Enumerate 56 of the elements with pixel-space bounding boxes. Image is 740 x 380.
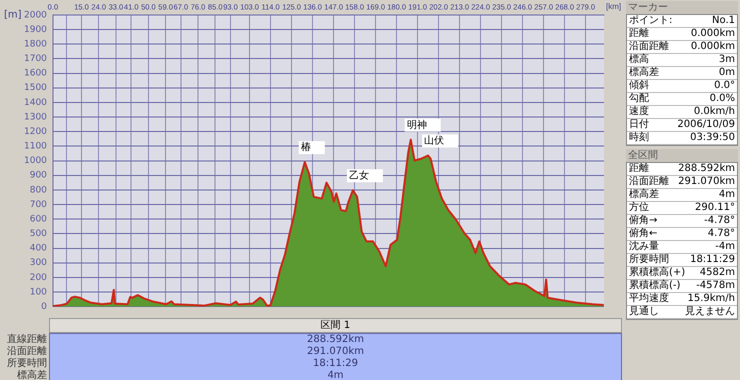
y-tick-label: 400	[30, 244, 48, 254]
text: 直線距離 288.592km	[7, 334, 364, 345]
text: 標高 3m	[629, 54, 735, 65]
y-tick-label: 1600	[24, 68, 48, 79]
text: 所要時間 18:11:29	[629, 254, 735, 265]
y-tick-label: 1500	[24, 83, 48, 94]
text: 距離 288.592km	[629, 163, 735, 174]
text: 標高差 4m	[629, 189, 735, 200]
annotation: 乙女	[348, 169, 369, 182]
text: 平均速度 15.9km/h	[629, 293, 735, 304]
text: 時刻 03:39:50	[629, 132, 735, 143]
y-tick-label: 100	[30, 287, 48, 298]
x-axis-title: [km]	[606, 2, 622, 12]
text: 沈み量 -4m	[629, 241, 735, 252]
annotation: 椿	[300, 141, 311, 154]
text: 沿面距離 0.000km	[629, 41, 735, 52]
text: 沿面距離 291.070km	[7, 346, 364, 357]
text: ポイント: No.1	[629, 15, 735, 26]
y-tick-label: 1100	[24, 142, 48, 152]
y-tick-label: 1400	[24, 98, 48, 108]
text: 沿面距離 291.070km	[629, 176, 735, 188]
y-tick-label: 800	[30, 185, 48, 196]
text: 日付 2006/10/09	[629, 119, 735, 130]
y-tick-label: 700	[30, 200, 48, 210]
text: 累積標高(+) 4582m	[629, 267, 735, 278]
text: 標高差 4m	[17, 370, 344, 380]
text: 俯角← 4.78°	[629, 228, 735, 239]
text: 所要時間 18:11:29	[7, 358, 358, 369]
y-tick-label: 200	[30, 272, 48, 283]
text: 区間 1	[49, 318, 622, 333]
annotation: 明神	[406, 118, 427, 131]
text: 距離 0.000km	[629, 28, 735, 39]
y-tick-label: 1200	[24, 126, 48, 137]
y-tick-label: 0	[41, 302, 48, 312]
y-tick-label: 300	[30, 258, 48, 268]
y-tick-label: 1300	[24, 112, 48, 122]
text: 全区間	[626, 149, 738, 162]
text: 見通し 見えません	[629, 306, 735, 317]
y-tick-label: 600	[30, 214, 48, 224]
text: 俯角→ -4.78°	[629, 215, 735, 226]
y-tick-label: 1000	[24, 156, 48, 166]
y-tick-label: 1700	[24, 54, 48, 64]
text: 傾斜 0.0°	[629, 80, 735, 91]
annotation: 山伏	[424, 134, 444, 147]
y-tick-label: 2000	[24, 10, 48, 20]
text: マーカー	[626, 1, 738, 14]
text: 方位 290.11°	[629, 202, 735, 213]
text: 勾配 0.0%	[629, 93, 735, 104]
y-tick-label: 1900	[24, 24, 48, 35]
y-axis-title: [m]	[4, 10, 22, 21]
text: 速度 0.0km/h	[629, 106, 735, 117]
text: 累積標高(-) -4578m	[629, 280, 735, 291]
y-tick-label: 1800	[24, 40, 48, 50]
y-tick-label: 900	[30, 170, 48, 181]
text: 標高差 0m	[629, 67, 735, 78]
y-tick-label: 500	[30, 229, 48, 240]
